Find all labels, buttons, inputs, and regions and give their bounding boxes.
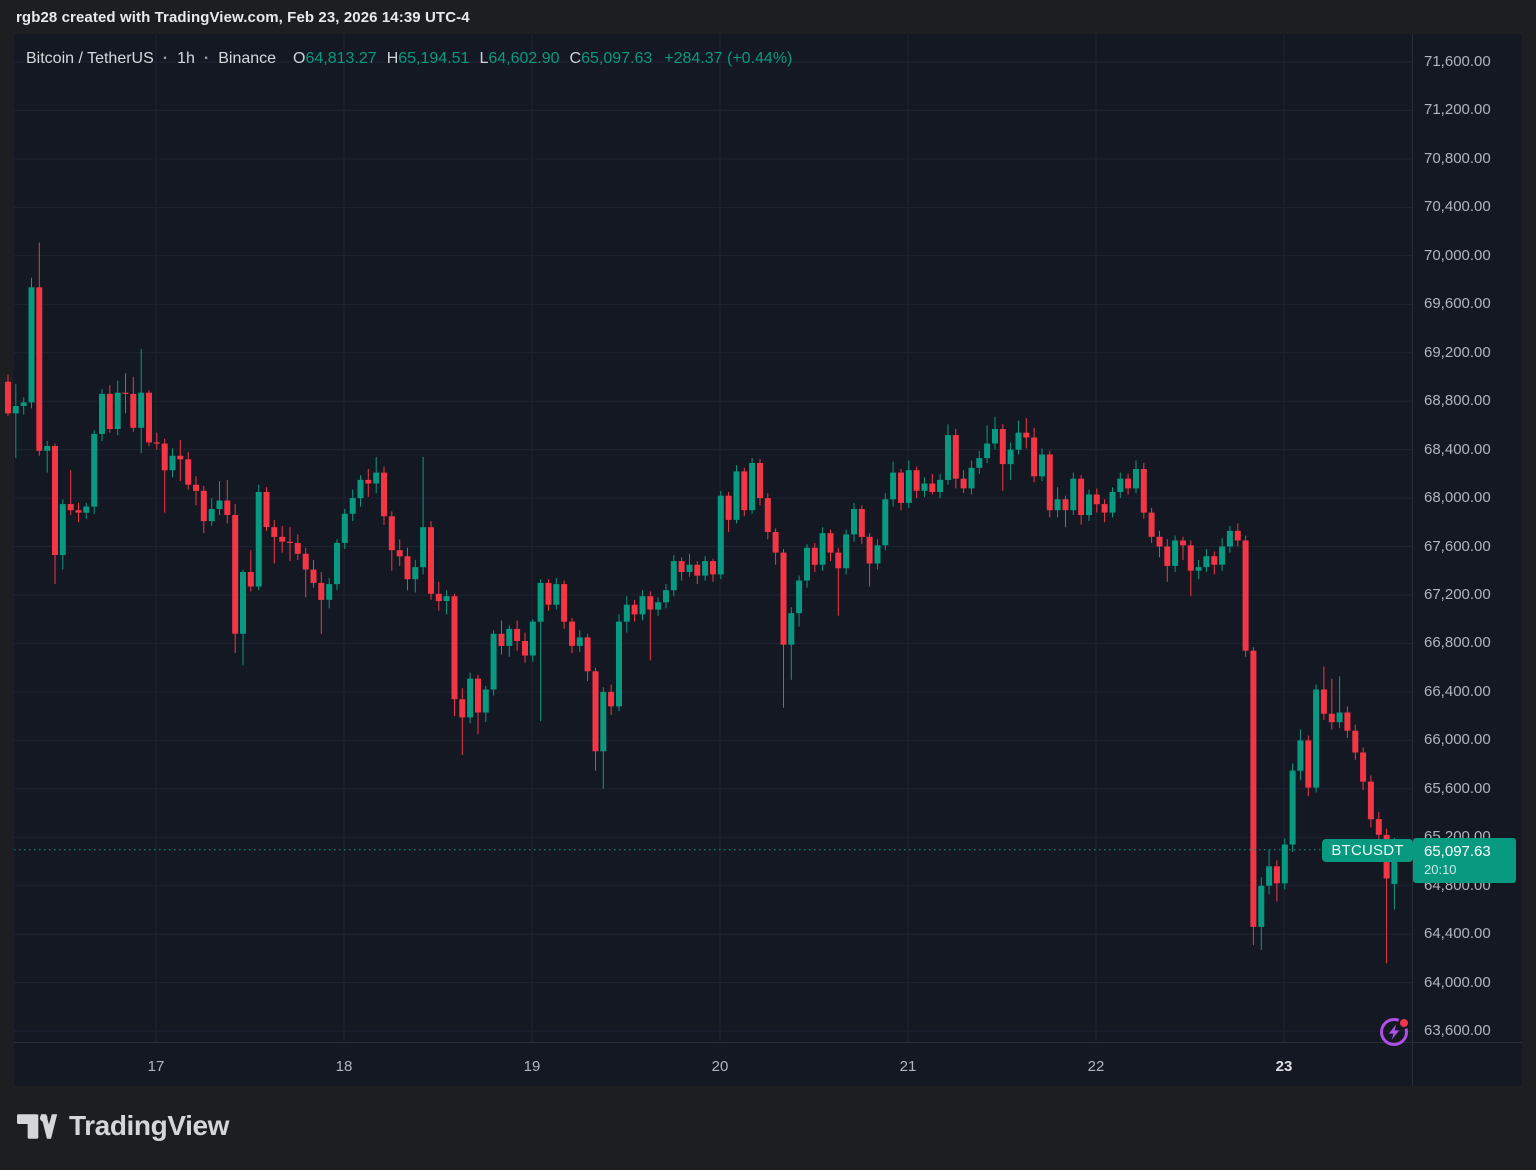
time-tick-label: 18 (335, 1058, 353, 1075)
price-tick-label: 64,400.00 (1424, 925, 1491, 942)
separator-dot: · (203, 50, 210, 67)
chart-legend: Bitcoin / TetherUS · 1h · Binance O 64,8… (26, 48, 792, 70)
last-price-badge: 65,097.63 20:10 (1413, 838, 1516, 883)
price-tick-label: 66,000.00 (1424, 731, 1491, 748)
time-tick-label: 23 (1275, 1058, 1293, 1075)
price-tick-label: 70,400.00 (1424, 198, 1491, 215)
time-tick-label: 22 (1087, 1058, 1105, 1075)
open-value: O 64,813.27 (293, 50, 377, 67)
price-tick-label: 63,600.00 (1424, 1022, 1491, 1039)
time-tick-label: 19 (523, 1058, 541, 1075)
price-tick-label: 68,000.00 (1424, 489, 1491, 506)
price-tick-label: 64,000.00 (1424, 974, 1491, 991)
bar-countdown: 20:10 (1424, 862, 1457, 877)
ohlc-values: O 64,813.27 H 65,194.51 L 64,602.90 C 65… (293, 50, 792, 68)
change-value: +284.37 (+0.44%) (664, 50, 793, 67)
price-tick-label: 65,600.00 (1424, 780, 1491, 797)
tradingview-logo-text: TradingView (69, 1110, 230, 1141)
tradingview-logo[interactable]: TradingView (17, 1110, 229, 1142)
separator-dot: · (162, 50, 169, 67)
price-tick-label: 66,800.00 (1424, 634, 1491, 651)
price-tick-label: 69,200.00 (1424, 344, 1491, 361)
price-tick-label: 67,200.00 (1424, 586, 1491, 603)
price-tick-label: 70,800.00 (1424, 150, 1491, 167)
close-value: C 65,097.63 (569, 50, 653, 67)
symbol-price-flag: BTCUSDT (1322, 839, 1413, 862)
lightning-icon[interactable] (1378, 1015, 1411, 1048)
price-tick-label: 68,400.00 (1424, 441, 1491, 458)
price-tick-label: 71,600.00 (1424, 53, 1491, 70)
tradingview-logo-icon (17, 1113, 58, 1139)
time-tick-label: 21 (899, 1058, 917, 1075)
icon-circle (1380, 1018, 1408, 1046)
low-value: L 64,602.90 (479, 50, 560, 67)
symbol-title: Bitcoin / TetherUS (26, 50, 154, 67)
price-tick-label: 67,600.00 (1424, 538, 1491, 555)
price-tick-label: 68,800.00 (1424, 392, 1491, 409)
price-tick-label: 71,200.00 (1424, 101, 1491, 118)
notification-dot (1398, 1017, 1410, 1029)
high-value: H 65,194.51 (386, 50, 470, 67)
last-price-value: 65,097.63 (1424, 843, 1491, 860)
exchange-label: Binance (218, 50, 277, 67)
attribution-text: rgb28 created with TradingView.com, Feb … (16, 9, 470, 26)
time-tick-label: 17 (147, 1058, 165, 1075)
interval-label: 1h (177, 50, 195, 67)
price-tick-label: 69,600.00 (1424, 295, 1491, 312)
bolt-glyph (1388, 1024, 1400, 1040)
chart-pane (14, 34, 1522, 1086)
price-tick-label: 70,000.00 (1424, 247, 1491, 264)
price-tick-label: 66,400.00 (1424, 683, 1491, 700)
time-tick-label: 20 (711, 1058, 729, 1075)
